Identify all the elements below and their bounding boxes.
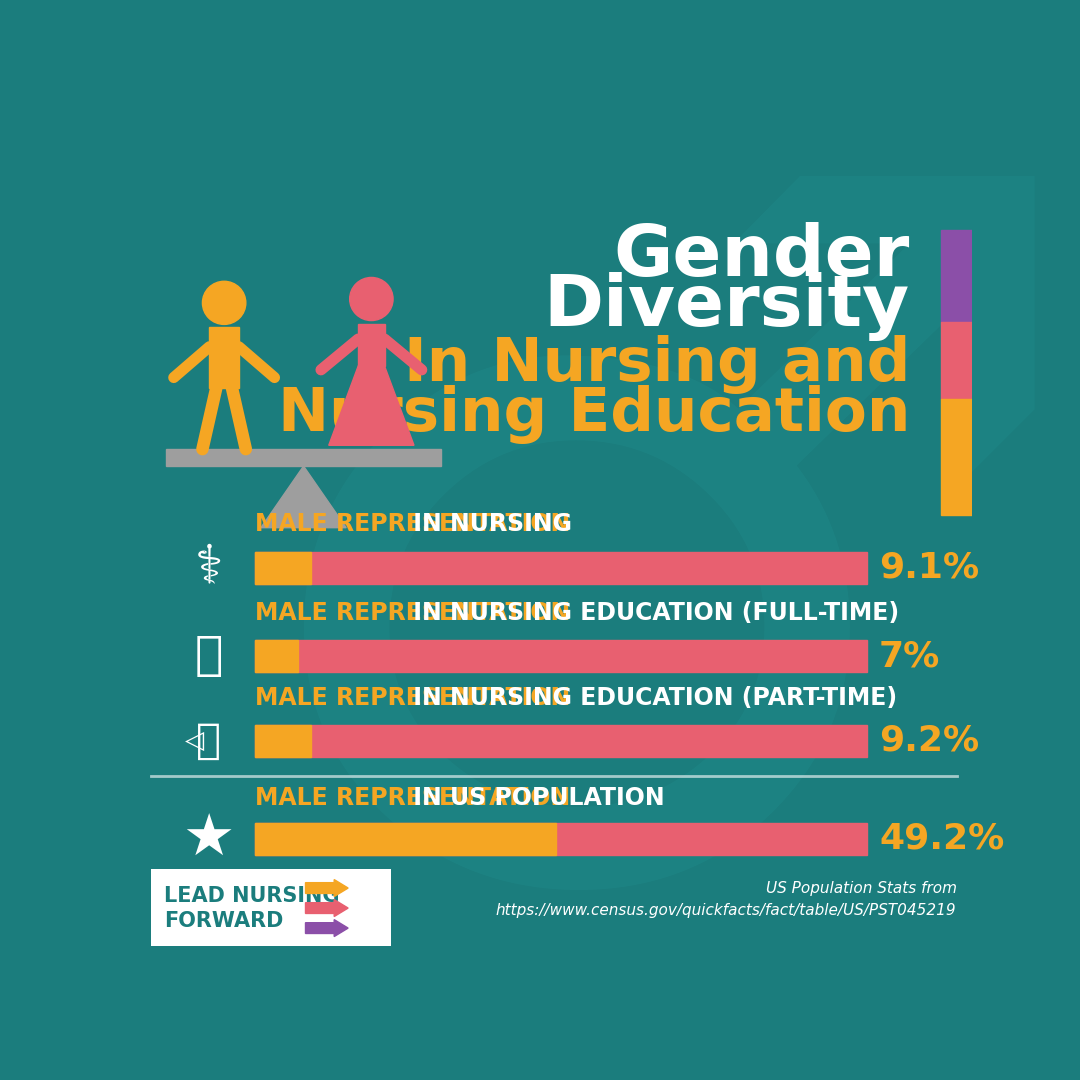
Bar — [255, 552, 311, 584]
Text: 9.1%: 9.1% — [879, 551, 980, 584]
Text: IN US POPULATION: IN US POPULATION — [405, 786, 665, 810]
FancyArrow shape — [306, 879, 348, 896]
Bar — [941, 400, 972, 514]
Text: FORWARD: FORWARD — [164, 912, 284, 931]
Text: Nursing Education: Nursing Education — [278, 384, 910, 444]
Text: ♂: ♂ — [226, 136, 1080, 1078]
Text: IN NURSING EDUCATION (FULL-TIME): IN NURSING EDUCATION (FULL-TIME) — [405, 602, 900, 625]
Bar — [166, 449, 441, 467]
Text: 7%: 7% — [879, 639, 941, 673]
Bar — [210, 327, 239, 388]
Text: ◁: ◁ — [185, 729, 204, 753]
Text: 9.2%: 9.2% — [879, 724, 980, 758]
Text: ★: ★ — [183, 810, 234, 867]
Text: MALE REPRESENTATION: MALE REPRESENTATION — [255, 602, 570, 625]
Polygon shape — [328, 366, 414, 445]
Text: MALE REPRESENTATION: MALE REPRESENTATION — [255, 686, 570, 710]
FancyArrow shape — [306, 920, 348, 936]
Text: ⚕: ⚕ — [194, 542, 222, 594]
Text: Gender: Gender — [613, 222, 910, 292]
Text: In Nursing and: In Nursing and — [404, 335, 910, 394]
Text: MALE REPRESENTATION: MALE REPRESENTATION — [255, 786, 570, 810]
Text: 🎓: 🎓 — [197, 720, 221, 762]
FancyArrow shape — [306, 900, 348, 917]
Bar — [255, 823, 556, 855]
Text: IN NURSING: IN NURSING — [405, 512, 572, 536]
Circle shape — [202, 281, 246, 324]
Polygon shape — [261, 467, 347, 528]
Circle shape — [350, 278, 393, 321]
Bar — [359, 324, 386, 366]
Bar — [941, 230, 972, 322]
Bar — [255, 552, 867, 584]
Bar — [255, 725, 867, 757]
Bar — [255, 640, 298, 673]
Text: Diversity: Diversity — [544, 272, 910, 341]
Bar — [941, 322, 972, 400]
Text: LEAD NURSING: LEAD NURSING — [164, 886, 340, 906]
Text: MALE REPRESENTATION: MALE REPRESENTATION — [255, 512, 570, 536]
Bar — [255, 640, 867, 673]
Text: 49.2%: 49.2% — [879, 822, 1004, 855]
Bar — [255, 725, 311, 757]
Text: 🎓: 🎓 — [194, 634, 222, 679]
Bar — [150, 868, 391, 946]
Text: US Population Stats from
https://www.census.gov/quickfacts/fact/table/US/PST0452: US Population Stats from https://www.cen… — [496, 881, 957, 918]
Text: IN NURSING EDUCATION (PART-TIME): IN NURSING EDUCATION (PART-TIME) — [405, 686, 897, 710]
Bar — [255, 823, 867, 855]
